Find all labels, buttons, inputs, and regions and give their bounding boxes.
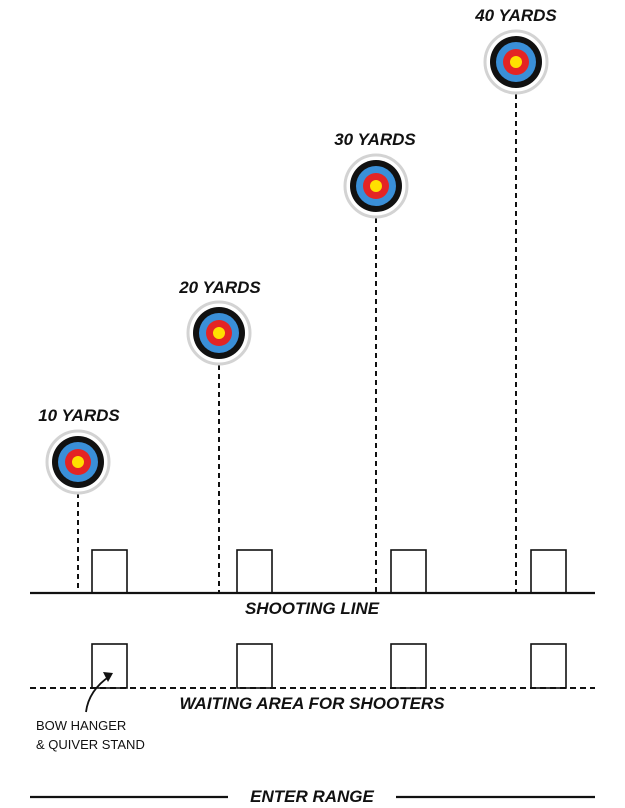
shooter-station-4 bbox=[530, 549, 567, 594]
target-gold-center bbox=[510, 56, 522, 68]
waiting-area-label: WAITING AREA FOR SHOOTERS bbox=[179, 694, 445, 713]
target-face-40 bbox=[483, 29, 549, 95]
target-gold-center bbox=[370, 180, 382, 192]
target-30-yards: 30 YARDS bbox=[334, 130, 416, 592]
target-10-yards: 10 YARDS bbox=[38, 406, 120, 592]
bow-hanger-label-line2: & QUIVER STAND bbox=[36, 737, 145, 752]
distance-label-40: 40 YARDS bbox=[474, 6, 557, 25]
bow-hanger-1 bbox=[91, 643, 128, 689]
bow-hanger-4 bbox=[530, 643, 567, 689]
distance-label-30: 30 YARDS bbox=[334, 130, 416, 149]
target-face-20 bbox=[186, 300, 252, 366]
target-gold-center bbox=[72, 456, 84, 468]
target-gold-center bbox=[213, 327, 225, 339]
shooter-station-2 bbox=[236, 549, 273, 594]
bow-hanger-2 bbox=[236, 643, 273, 689]
target-face-10 bbox=[45, 429, 111, 495]
distance-label-10: 10 YARDS bbox=[38, 406, 120, 425]
bow-hanger-label-line1: BOW HANGER bbox=[36, 718, 126, 733]
shooter-station-1 bbox=[91, 549, 128, 594]
shooting-line-label: SHOOTING LINE bbox=[245, 599, 380, 618]
distance-label-20: 20 YARDS bbox=[178, 278, 261, 297]
bow-hanger-3 bbox=[390, 643, 427, 689]
target-face-30 bbox=[343, 153, 409, 219]
target-40-yards: 40 YARDS bbox=[474, 6, 557, 592]
target-20-yards: 20 YARDS bbox=[178, 278, 261, 592]
enter-range-label: ENTER RANGE bbox=[250, 787, 374, 806]
shooter-station-3 bbox=[390, 549, 427, 594]
callout-arrow-icon bbox=[85, 672, 113, 713]
